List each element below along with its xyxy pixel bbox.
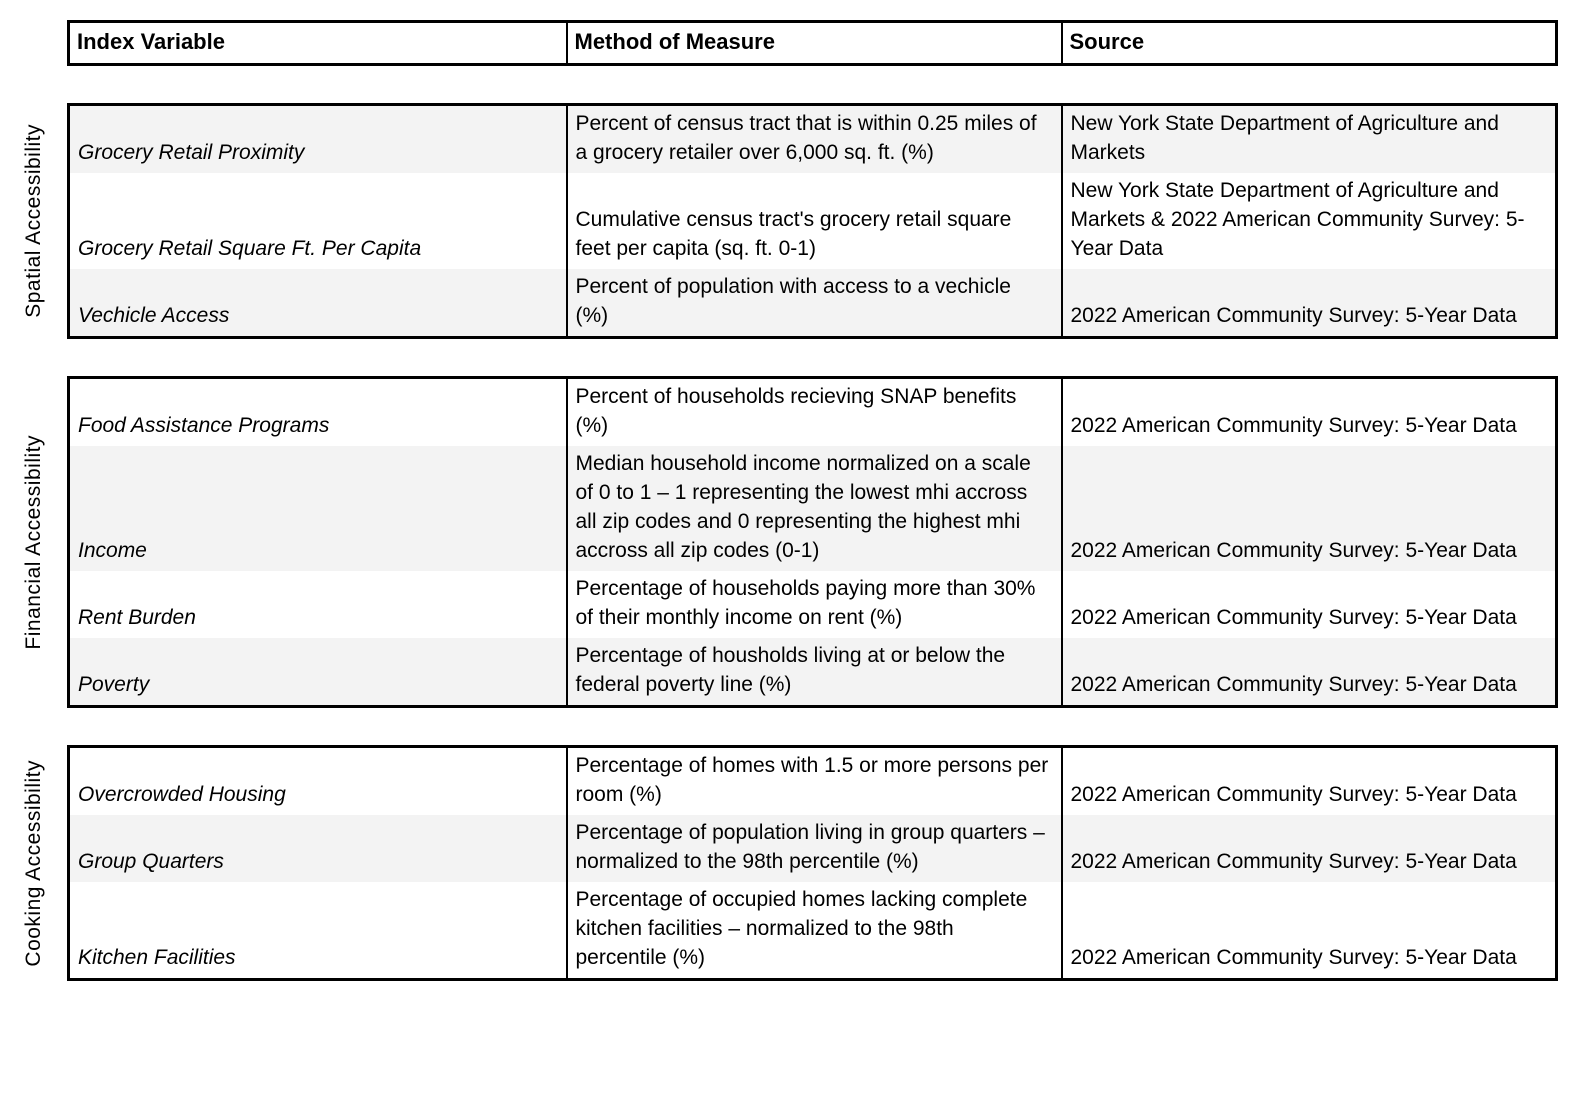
source-cell: 2022 American Community Survey: 5-Year D… (1060, 882, 1557, 980)
header-table: Index Variable Method of Measure Source (67, 20, 1558, 66)
source-cell: New York State Department of Agriculture… (1060, 173, 1557, 269)
table-row-income: Income Median household income normalize… (68, 446, 1557, 571)
table-row-rent-burden: Rent Burden Percentage of households pay… (69, 571, 1557, 638)
section-gutter: Cooking Accessibility (0, 745, 67, 981)
table-row-poverty: Poverty Percentage of housholds living a… (68, 638, 1557, 707)
variable-cell: Overcrowded Housing (78, 783, 286, 806)
method-cell: Percentage of occupied homes lacking com… (565, 882, 1062, 980)
financial-accessibility-table: Food Assistance Programs Percent of hous… (67, 376, 1558, 708)
source-cell: 2022 American Community Survey: 5-Year D… (1060, 638, 1557, 707)
method-cell: Percent of population with access to a v… (565, 269, 1062, 338)
table-row-grocery-retail-sqft-per-capita: Grocery Retail Square Ft. Per Capita Cum… (69, 173, 1557, 269)
variable-cell: Group Quarters (68, 815, 567, 882)
method-cell: Cumulative census tract's grocery retail… (565, 173, 1062, 269)
section-cooking-accessibility: Cooking Accessibility Overcrowded Housin… (0, 745, 1576, 981)
table-row-grocery-retail-proximity: Grocery Retail Proximity Percent of cens… (68, 104, 1557, 173)
table-row-overcrowded-housing: Overcrowded Housing Percentage of homes … (69, 746, 1557, 815)
cooking-accessibility-table: Overcrowded Housing Percentage of homes … (67, 745, 1558, 981)
method-cell: Percent of households recieving SNAP ben… (565, 377, 1062, 446)
source-cell: 2022 American Community Survey: 5-Year D… (1060, 446, 1557, 571)
variable-cell: Income (68, 446, 567, 571)
section-label-cooking-accessibility: Cooking Accessibility (21, 759, 45, 967)
table-row-food-assistance-programs: Food Assistance Programs Percent of hous… (69, 377, 1557, 446)
column-header-source: Source (1060, 21, 1557, 65)
source-cell: 2022 American Community Survey: 5-Year D… (1060, 746, 1557, 815)
variable-cell: Grocery Retail Square Ft. Per Capita (78, 237, 422, 260)
column-header-index-variable: Index Variable (77, 29, 225, 54)
variable-cell: Poverty (68, 638, 567, 707)
section-gutter: Financial Accessibility (0, 376, 67, 708)
method-cell: Median household income normalized on a … (565, 446, 1062, 571)
table-row-group-quarters: Group Quarters Percentage of population … (68, 815, 1557, 882)
section-spatial-accessibility: Spatial Accessibility Grocery Retail Pro… (0, 103, 1576, 339)
spatial-accessibility-table: Grocery Retail Proximity Percent of cens… (67, 103, 1558, 339)
method-cell: Percentage of population living in group… (565, 815, 1062, 882)
method-cell: Percentage of housholds living at or bel… (565, 638, 1062, 707)
source-cell: New York State Department of Agriculture… (1060, 104, 1557, 173)
section-label-spatial-accessibility: Spatial Accessibility (21, 124, 45, 318)
variable-cell: Food Assistance Programs (78, 414, 330, 437)
method-cell: Percent of census tract that is within 0… (565, 104, 1062, 173)
variable-cell: Vechicle Access (68, 269, 567, 338)
method-cell: Percentage of households paying more tha… (565, 571, 1062, 638)
section-financial-accessibility: Financial Accessibility Food Assistance … (0, 376, 1576, 708)
method-cell: Percentage of homes with 1.5 or more per… (565, 746, 1062, 815)
section-label-financial-accessibility: Financial Accessibility (21, 434, 45, 650)
section-gutter: Spatial Accessibility (0, 103, 67, 339)
header-row: Index Variable Method of Measure Source (69, 21, 1557, 65)
variable-cell: Kitchen Facilities (78, 946, 236, 969)
column-header-method-of-measure: Method of Measure (565, 21, 1062, 65)
source-cell: 2022 American Community Survey: 5-Year D… (1060, 571, 1557, 638)
table-row-kitchen-facilities: Kitchen Facilities Percentage of occupie… (69, 882, 1557, 980)
source-cell: 2022 American Community Survey: 5-Year D… (1060, 815, 1557, 882)
source-cell: 2022 American Community Survey: 5-Year D… (1060, 377, 1557, 446)
variable-cell: Grocery Retail Proximity (68, 104, 567, 173)
header-row-wrapper: Index Variable Method of Measure Source (67, 20, 1576, 66)
source-cell: 2022 American Community Survey: 5-Year D… (1060, 269, 1557, 338)
variable-cell: Rent Burden (78, 606, 196, 629)
table-row-vechicle-access: Vechicle Access Percent of population wi… (68, 269, 1557, 338)
